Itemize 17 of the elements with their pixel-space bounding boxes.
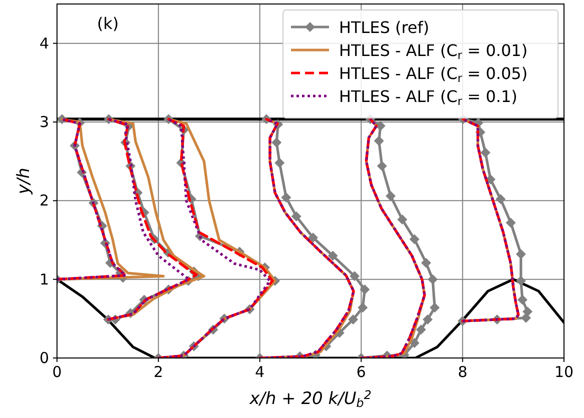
x-tick-label: 8 <box>458 363 468 381</box>
legend-label: HTLES - ALF (C$_{r}$ = 0.05) <box>339 64 528 85</box>
x-tick-label: 10 <box>554 363 574 381</box>
y-tick-label: 4 <box>39 34 49 52</box>
legend-label: HTLES - ALF (C$_{r}$ = 0.1) <box>339 87 518 108</box>
y-axis-title: y/h <box>14 168 34 196</box>
legend-label: HTLES (ref) <box>339 18 430 37</box>
x-tick-label: 6 <box>356 363 366 381</box>
annotation: (k) <box>97 14 119 33</box>
x-tick-label: 0 <box>52 363 62 381</box>
y-tick-label: 2 <box>39 192 49 210</box>
y-tick-label: 1 <box>39 270 49 288</box>
x-tick-label: 4 <box>255 363 265 381</box>
y-tick-label: 3 <box>39 113 49 131</box>
x-tick-label: 2 <box>154 363 164 381</box>
y-tick-label: 0 <box>39 349 49 367</box>
legend-label: HTLES - ALF (C$_{r}$ = 0.01) <box>339 41 528 62</box>
